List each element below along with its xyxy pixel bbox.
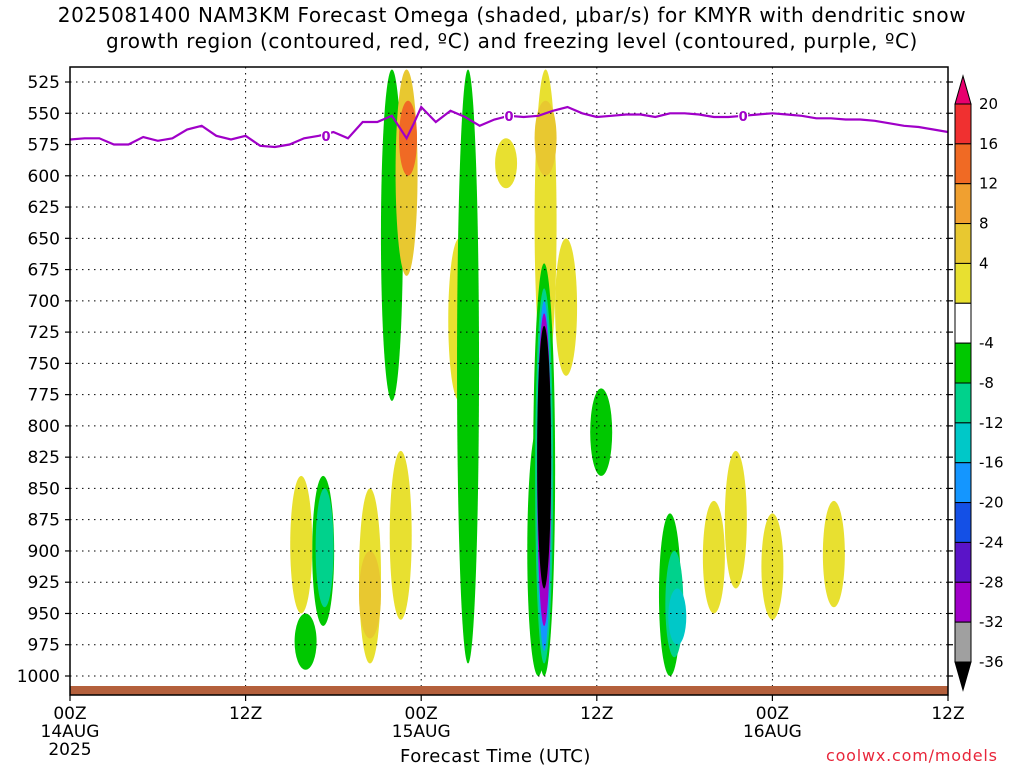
omega-feature <box>294 613 317 670</box>
y-axis: 525 550 575 600 625 650 675 700 725 750 775 800 825 8… <box>17 73 953 687</box>
colorbar-label: -4 <box>979 334 994 352</box>
terrain-strip <box>70 686 948 695</box>
x-tick-label: 12Z <box>229 704 262 724</box>
y-tick-label: 750 <box>28 354 60 374</box>
x-tick-date: 16AUG <box>743 722 802 742</box>
freezing-level-label: 0 <box>504 110 513 125</box>
colorbar-box <box>954 143 972 185</box>
y-tick-label: 925 <box>28 573 60 593</box>
omega-feature <box>668 588 687 645</box>
colorbar-bottom-arrow <box>954 661 972 692</box>
colorbar-box <box>954 541 972 583</box>
chart-title: 2025081400 NAM3KM Forecast Omega (shaded… <box>0 2 1024 54</box>
colorbar-label: -16 <box>979 454 1004 472</box>
y-tick-label: 875 <box>28 511 60 531</box>
omega-feature <box>534 100 557 176</box>
colorbar-label: 4 <box>979 254 989 272</box>
colorbar-box <box>954 103 972 145</box>
omega-feature <box>761 513 784 620</box>
chart-title-line2: growth region (contoured, red, ºC) and f… <box>106 29 918 53</box>
x-tick-label: 12Z <box>931 704 964 724</box>
x-tick-label: 12Z <box>580 704 613 724</box>
omega-feature <box>457 69 480 664</box>
colorbar-box <box>954 621 972 663</box>
x-tick-label: 00Z <box>405 704 438 724</box>
chart-title-line1: 2025081400 NAM3KM Forecast Omega (shaded… <box>57 3 967 27</box>
y-tick-label: 1000 <box>17 667 60 687</box>
x-tick-year: 2025 <box>48 740 91 760</box>
colorbar-label: -20 <box>979 494 1004 512</box>
y-tick-label: 575 <box>28 136 60 156</box>
x-tick-date: 15AUG <box>392 722 451 742</box>
colorbar-box <box>954 581 972 623</box>
colorbar-label: -36 <box>979 653 1004 671</box>
colorbar-label: 20 <box>979 95 998 113</box>
y-tick-label: 825 <box>28 448 60 468</box>
colorbar-label: -28 <box>979 573 1004 591</box>
colorbar-box <box>954 223 972 264</box>
omega-feature <box>495 138 518 189</box>
freezing-level-label-bg <box>738 108 749 123</box>
grid-lines <box>70 67 948 695</box>
freezing-level-label-bg <box>321 128 332 143</box>
omega-feature <box>822 500 845 608</box>
omega-shading <box>290 69 845 676</box>
colorbar-box <box>954 183 972 225</box>
freezing-level-label-bg <box>504 108 514 123</box>
y-tick-label: 675 <box>28 261 60 281</box>
colorbar-label: 16 <box>979 135 998 153</box>
y-tick-label: 600 <box>28 167 60 187</box>
y-tick-label: 650 <box>28 229 60 249</box>
y-tick-label: 700 <box>28 292 60 312</box>
omega-feature <box>555 238 578 376</box>
colorbar-label: -24 <box>979 533 1004 551</box>
y-tick-label: 950 <box>28 604 60 624</box>
freezing-level-label: 0 <box>322 130 331 145</box>
x-tick-label: 00Z <box>756 704 789 724</box>
colorbar-label: 12 <box>979 175 998 193</box>
colorbar-box <box>954 382 972 424</box>
x-tick-date: 14AUG <box>41 722 100 742</box>
colorbar-label: 8 <box>979 215 989 233</box>
omega-feature <box>290 475 313 614</box>
omega-feature <box>389 450 412 620</box>
omega-feature <box>702 500 725 614</box>
freezing-level-contour <box>70 105 948 149</box>
x-axis-label: Forecast Time (UTC) <box>400 746 591 767</box>
omega-feature <box>358 550 381 639</box>
omega-feature <box>315 488 334 608</box>
colorbar-label: -12 <box>979 414 1004 432</box>
colorbar-label: -8 <box>979 374 994 392</box>
y-tick-label: 625 <box>28 198 60 218</box>
freezing-level-label: 0 <box>739 110 748 125</box>
source-credit: coolwx.com/models <box>826 746 998 765</box>
omega-feature <box>724 450 747 589</box>
y-tick-label: 975 <box>28 636 60 656</box>
y-tick-label: 725 <box>28 323 60 343</box>
y-tick-label: 800 <box>28 417 60 437</box>
colorbar: 20 16 12 8 4 -4 -8 -12 -16 -20 -24 -28 -32 -36 <box>954 74 1004 692</box>
colorbar-top-arrow <box>954 74 972 105</box>
y-tick-label: 525 <box>28 73 60 93</box>
colorbar-box <box>954 302 972 344</box>
y-tick-label: 550 <box>28 104 60 124</box>
y-tick-label: 900 <box>28 542 60 562</box>
x-tick-label: 00Z <box>53 704 86 724</box>
colorbar-box <box>954 462 972 504</box>
colorbar-box <box>954 502 972 543</box>
y-tick-label: 775 <box>28 386 60 406</box>
colorbar-box <box>954 262 972 304</box>
colorbar-label: -32 <box>979 613 1004 631</box>
y-tick-label: 850 <box>28 479 60 499</box>
colorbar-box <box>954 342 972 384</box>
freezing-level-line: 0 0 0 <box>70 105 948 149</box>
omega-feature <box>590 388 613 476</box>
omega-feature <box>399 100 418 176</box>
plot-frame <box>69 66 949 696</box>
colorbar-box <box>954 422 972 464</box>
